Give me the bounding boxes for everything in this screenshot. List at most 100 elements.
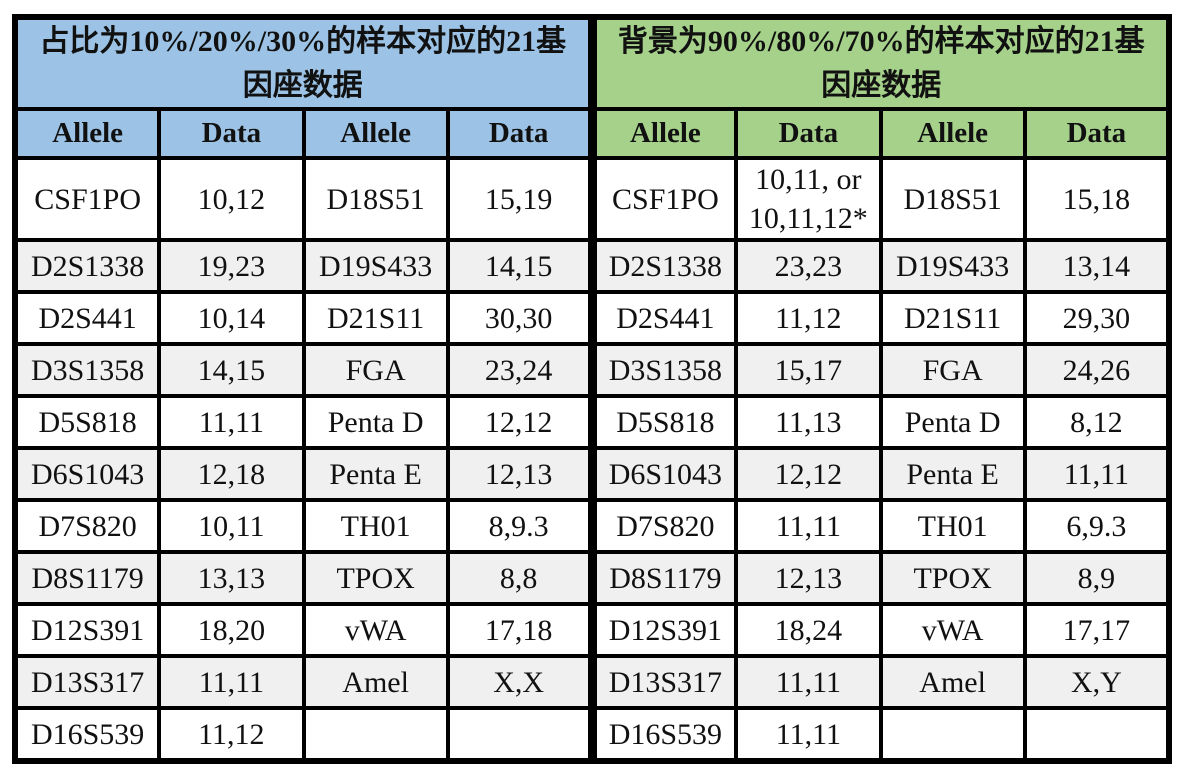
value-cell: 12,18 — [157, 446, 306, 502]
allele-cell: TH01 — [301, 498, 450, 554]
table-row: D3S1358 14,15 FGA 23,24 D3S1358 15,17 FG… — [12, 342, 1172, 398]
value-cell: X,Y — [1022, 654, 1172, 710]
value-cell: 30,30 — [445, 290, 595, 346]
value-cell: 23,24 — [445, 342, 595, 398]
value-cell: 8,12 — [1022, 394, 1172, 450]
allele-cell: vWA — [301, 602, 450, 658]
allele-cell: D16S539 — [587, 706, 739, 763]
allele-cell: D7S820 — [12, 498, 162, 554]
column-header-allele: Allele — [587, 107, 739, 160]
right-table-title: 背景为90%/80%/70%的样本对应的21基因座数据 — [587, 15, 1171, 111]
value-cell: 13,14 — [1022, 238, 1172, 294]
allele-cell: D12S391 — [12, 602, 162, 658]
allele-cell: D21S11 — [301, 290, 450, 346]
table-row: D7S820 10,11 TH01 8,9.3 D7S820 11,11 TH0… — [12, 498, 1172, 554]
column-header-data: Data — [157, 107, 306, 160]
allele-cell: D21S11 — [878, 290, 1027, 346]
value-cell: 12,12 — [445, 394, 595, 450]
value-cell: 15,17 — [734, 342, 883, 398]
value-cell: 18,24 — [734, 602, 883, 658]
table-row: D2S1338 19,23 D19S433 14,15 D2S1338 23,2… — [12, 238, 1172, 294]
allele-cell: TH01 — [878, 498, 1027, 554]
value-cell: 19,23 — [157, 238, 306, 294]
allele-cell: D2S1338 — [12, 238, 162, 294]
allele-cell: vWA — [878, 602, 1027, 658]
allele-cell: D18S51 — [301, 156, 450, 242]
table-row: D2S441 10,14 D21S11 30,30 D2S441 11,12 D… — [12, 290, 1172, 346]
column-header-allele: Allele — [301, 107, 450, 160]
allele-cell: CSF1PO — [12, 156, 162, 242]
allele-cell: Amel — [301, 654, 450, 710]
table-row: D13S317 11,11 Amel X,X D13S317 11,11 Ame… — [12, 654, 1172, 710]
column-header-allele: Allele — [12, 107, 162, 160]
allele-cell: Amel — [878, 654, 1027, 710]
table-row: D6S1043 12,18 Penta E 12,13 D6S1043 12,1… — [12, 446, 1172, 502]
allele-cell: D3S1358 — [587, 342, 739, 398]
allele-cell: D7S820 — [587, 498, 739, 554]
table-row: D8S1179 13,13 TPOX 8,8 D8S1179 12,13 TPO… — [12, 550, 1172, 606]
allele-cell: FGA — [878, 342, 1027, 398]
value-cell: 24,26 — [1022, 342, 1172, 398]
value-cell: 10,12 — [157, 156, 306, 242]
value-cell: 10,14 — [157, 290, 306, 346]
allele-cell: D2S441 — [587, 290, 739, 346]
value-cell: 14,15 — [157, 342, 306, 398]
allele-cell: D8S1179 — [12, 550, 162, 606]
allele-cell: D13S317 — [587, 654, 739, 710]
value-cell: 10,11 — [157, 498, 306, 554]
allele-cell: D18S51 — [878, 156, 1027, 242]
value-cell: 11,12 — [157, 706, 306, 763]
value-cell: 11,11 — [734, 654, 883, 710]
value-cell — [445, 706, 595, 763]
value-cell: X,X — [445, 654, 595, 710]
table-row: D16S539 11,12 D16S539 11,11 — [12, 706, 1172, 763]
value-cell: 17,17 — [1022, 602, 1172, 658]
value-cell: 6,9.3 — [1022, 498, 1172, 554]
allele-cell: Penta E — [878, 446, 1027, 502]
value-cell: 11,11 — [157, 654, 306, 710]
allele-cell: D3S1358 — [12, 342, 162, 398]
column-header-data: Data — [734, 107, 883, 160]
table-row: D5S818 11,11 Penta D 12,12 D5S818 11,13 … — [12, 394, 1172, 450]
allele-cell: TPOX — [301, 550, 450, 606]
allele-cell: D6S1043 — [587, 446, 739, 502]
value-cell: 8,8 — [445, 550, 595, 606]
column-header-data: Data — [1022, 107, 1172, 160]
allele-cell: D16S539 — [12, 706, 162, 763]
column-header-allele: Allele — [878, 107, 1027, 160]
left-table-title: 占比为10%/20%/30%的样本对应的21基因座数据 — [13, 15, 594, 111]
value-cell: 17,18 — [445, 602, 595, 658]
allele-cell: D19S433 — [301, 238, 450, 294]
value-cell: 11,12 — [734, 290, 883, 346]
allele-cell: D2S441 — [12, 290, 162, 346]
value-cell: 12,13 — [734, 550, 883, 606]
allele-cell: CSF1PO — [587, 156, 739, 242]
value-cell: 29,30 — [1022, 290, 1172, 346]
allele-cell — [878, 706, 1027, 763]
value-cell: 11,13 — [734, 394, 883, 450]
allele-cell: FGA — [301, 342, 450, 398]
allele-cell — [301, 706, 450, 763]
allele-cell: Penta D — [878, 394, 1027, 450]
value-cell: 14,15 — [445, 238, 595, 294]
value-cell: 8,9.3 — [445, 498, 595, 554]
allele-cell: Penta E — [301, 446, 450, 502]
allele-cell: D5S818 — [12, 394, 162, 450]
value-cell: 10,11, or 10,11,12* — [734, 156, 883, 242]
value-cell: 13,13 — [157, 550, 306, 606]
value-cell: 12,12 — [734, 446, 883, 502]
value-cell: 8,9 — [1022, 550, 1172, 606]
value-cell: 11,11 — [734, 706, 883, 763]
genotype-data-table: 占比为10%/20%/30%的样本对应的21基因座数据 背景为90%/80%/7… — [12, 14, 1172, 764]
allele-cell: D13S317 — [12, 654, 162, 710]
column-header-row: Allele Data Allele Data Allele Data Alle… — [12, 107, 1172, 160]
title-row: 占比为10%/20%/30%的样本对应的21基因座数据 背景为90%/80%/7… — [13, 15, 1171, 111]
allele-cell: D2S1338 — [587, 238, 739, 294]
value-cell: 18,20 — [157, 602, 306, 658]
value-cell: 11,11 — [157, 394, 306, 450]
value-cell: 12,13 — [445, 446, 595, 502]
value-cell: 23,23 — [734, 238, 883, 294]
value-cell: 11,11 — [734, 498, 883, 554]
allele-cell: D8S1179 — [587, 550, 739, 606]
